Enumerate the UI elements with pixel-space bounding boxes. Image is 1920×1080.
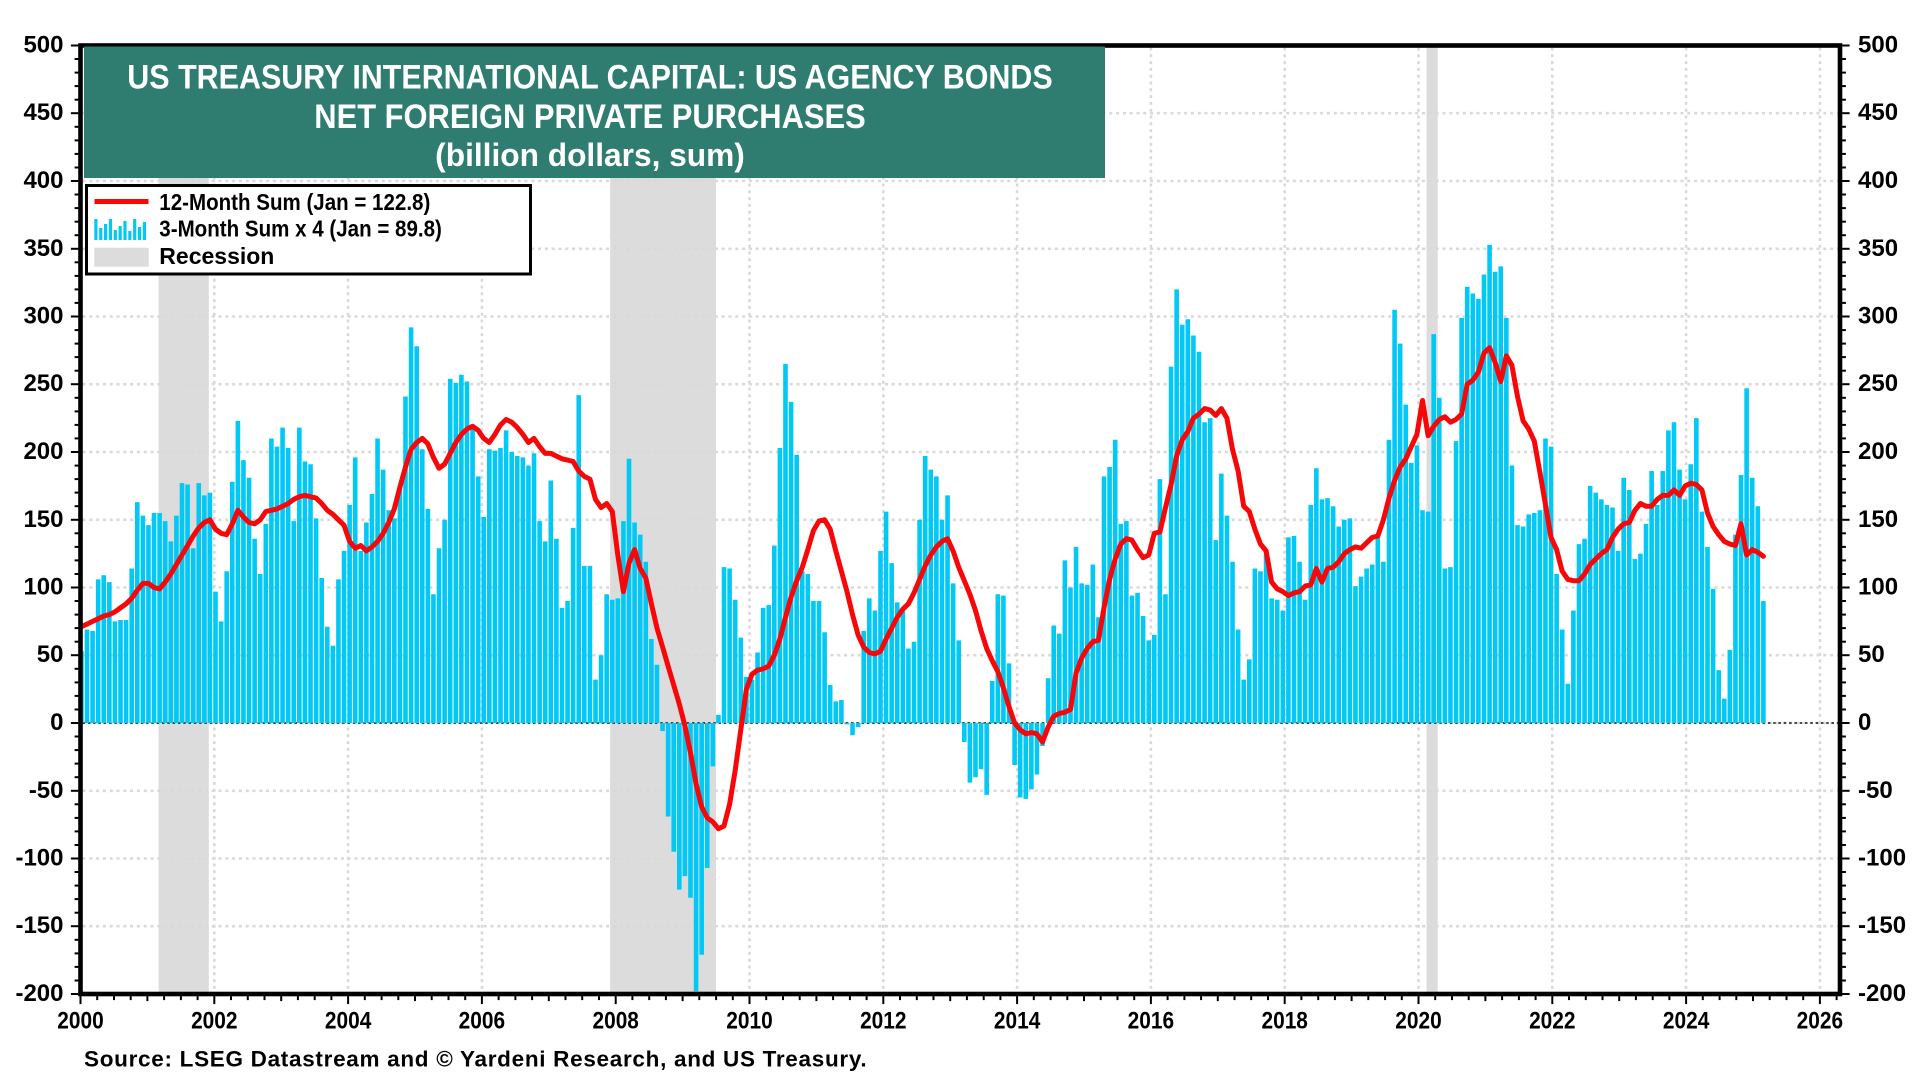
svg-text:-150: -150	[1858, 912, 1906, 939]
svg-text:2024: 2024	[1663, 1007, 1710, 1034]
svg-text:350: 350	[23, 235, 63, 262]
svg-text:450: 450	[1858, 99, 1898, 126]
svg-text:NET FOREIGN PRIVATE PURCHASES: NET FOREIGN PRIVATE PURCHASES	[314, 98, 865, 136]
svg-text:450: 450	[23, 99, 63, 126]
svg-text:0: 0	[1858, 709, 1871, 736]
svg-text:100: 100	[23, 574, 63, 601]
svg-text:300: 300	[23, 303, 63, 330]
svg-text:2016: 2016	[1128, 1007, 1174, 1034]
svg-text:200: 200	[1858, 438, 1898, 465]
svg-text:300: 300	[1858, 303, 1898, 330]
svg-text:-50: -50	[1858, 777, 1893, 804]
svg-text:2026: 2026	[1797, 1007, 1843, 1034]
svg-text:250: 250	[23, 370, 63, 397]
svg-text:150: 150	[1858, 506, 1898, 533]
svg-text:2008: 2008	[592, 1007, 638, 1034]
svg-text:3-Month Sum x 4 (Jan = 89.8): 3-Month Sum x 4 (Jan = 89.8)	[159, 216, 442, 242]
svg-text:-200: -200	[1858, 980, 1906, 1007]
svg-text:100: 100	[1858, 574, 1898, 601]
svg-text:Source: LSEG Datastream and ©: Source: LSEG Datastream and © Yardeni Re…	[84, 1047, 867, 1072]
svg-text:2020: 2020	[1395, 1007, 1441, 1034]
svg-text:150: 150	[23, 506, 63, 533]
svg-text:-200: -200	[15, 980, 63, 1007]
svg-text:2010: 2010	[726, 1007, 772, 1034]
svg-text:-100: -100	[15, 845, 63, 872]
svg-text:500: 500	[1858, 32, 1898, 59]
svg-text:2012: 2012	[860, 1007, 906, 1034]
svg-text:2022: 2022	[1529, 1007, 1575, 1034]
svg-text:(billion dollars, sum): (billion dollars, sum)	[435, 137, 745, 173]
svg-text:250: 250	[1858, 370, 1898, 397]
svg-text:12-Month Sum (Jan = 122.8): 12-Month Sum (Jan = 122.8)	[159, 189, 430, 215]
svg-text:-50: -50	[29, 777, 64, 804]
svg-text:2018: 2018	[1261, 1007, 1307, 1034]
svg-text:2006: 2006	[459, 1007, 505, 1034]
svg-text:2002: 2002	[191, 1007, 237, 1034]
svg-text:2004: 2004	[325, 1007, 372, 1034]
svg-text:350: 350	[1858, 235, 1898, 262]
svg-text:50: 50	[37, 641, 64, 668]
svg-text:-100: -100	[1858, 845, 1906, 872]
svg-text:400: 400	[1858, 167, 1898, 194]
svg-text:2000: 2000	[57, 1007, 103, 1034]
svg-text:0: 0	[50, 709, 63, 736]
svg-text:US TREASURY INTERNATIONAL CAPI: US TREASURY INTERNATIONAL CAPITAL: US AG…	[127, 58, 1052, 96]
svg-text:200: 200	[23, 438, 63, 465]
svg-text:400: 400	[23, 167, 63, 194]
svg-text:2014: 2014	[994, 1007, 1041, 1034]
svg-text:50: 50	[1858, 641, 1885, 668]
svg-text:Recession: Recession	[159, 243, 274, 269]
svg-text:-150: -150	[15, 912, 63, 939]
svg-text:500: 500	[23, 32, 63, 59]
